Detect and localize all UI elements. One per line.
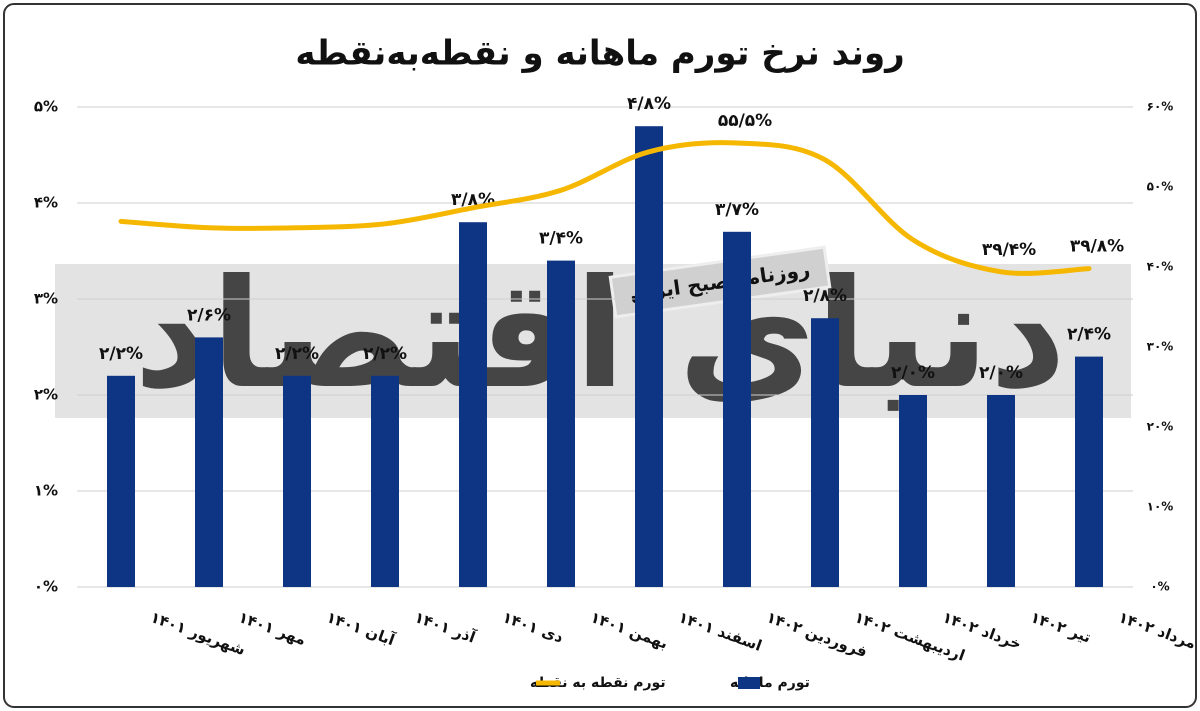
legend-label: تورم نقطه به نقطه: [530, 675, 666, 691]
value-label: ۴/۸%: [627, 94, 671, 114]
bar: [811, 318, 839, 587]
value-label: ۲/۶%: [187, 305, 231, 325]
y2-tick-label: ۴۰%: [1147, 260, 1174, 274]
value-label: ۳/۷%: [715, 200, 759, 220]
y-tick-label: ۳%: [34, 290, 58, 308]
value-label: ۲/۸%: [803, 286, 847, 306]
value-label: ۳۹/۸%: [1070, 237, 1124, 257]
y-tick-label: ۵%: [34, 98, 58, 116]
bar: [635, 126, 663, 587]
line: [118, 140, 1092, 276]
y-tick-label: ۱%: [34, 482, 58, 500]
legend-swatch: [738, 677, 760, 689]
bar: [459, 222, 487, 587]
y2-tick-label: ۶۰%: [1147, 100, 1174, 114]
value-label: ۳۹/۴%: [982, 240, 1036, 260]
y-tick-label: ۰%: [34, 578, 58, 596]
bar: [987, 395, 1015, 587]
bar: [195, 337, 223, 587]
bar: [547, 260, 575, 587]
bar: [283, 375, 311, 587]
value-label: ۲/۴%: [1067, 325, 1111, 345]
value-label: ۲/۰%: [979, 363, 1023, 383]
chart-title: روند نرخ تورم ماهانه و نقطه‌به‌نقطه: [295, 34, 904, 74]
y-tick-label: ۴%: [34, 194, 58, 212]
value-label: ۲/۰%: [891, 363, 935, 383]
y2-tick-label: ۱۰%: [1147, 500, 1174, 514]
y2-tick-label: ۵۰%: [1147, 180, 1174, 194]
value-label: ۲/۲%: [363, 344, 407, 364]
value-label: ۲/۲%: [99, 344, 143, 364]
bar: [371, 375, 399, 587]
value-label: ۵۵/۵%: [718, 111, 772, 131]
bar: [107, 375, 135, 587]
y2-tick-label: ۰%: [1150, 580, 1169, 594]
y2-tick-label: ۲۰%: [1147, 420, 1174, 434]
bar: [1075, 356, 1103, 587]
bar: [899, 395, 927, 587]
y2-tick-label: ۳۰%: [1147, 340, 1174, 354]
value-label: ۳/۴%: [539, 229, 583, 249]
y-tick-label: ۲%: [34, 386, 58, 404]
bar: [723, 231, 751, 588]
value-label: ۲/۲%: [275, 344, 319, 364]
watermark-band: [55, 264, 1131, 418]
